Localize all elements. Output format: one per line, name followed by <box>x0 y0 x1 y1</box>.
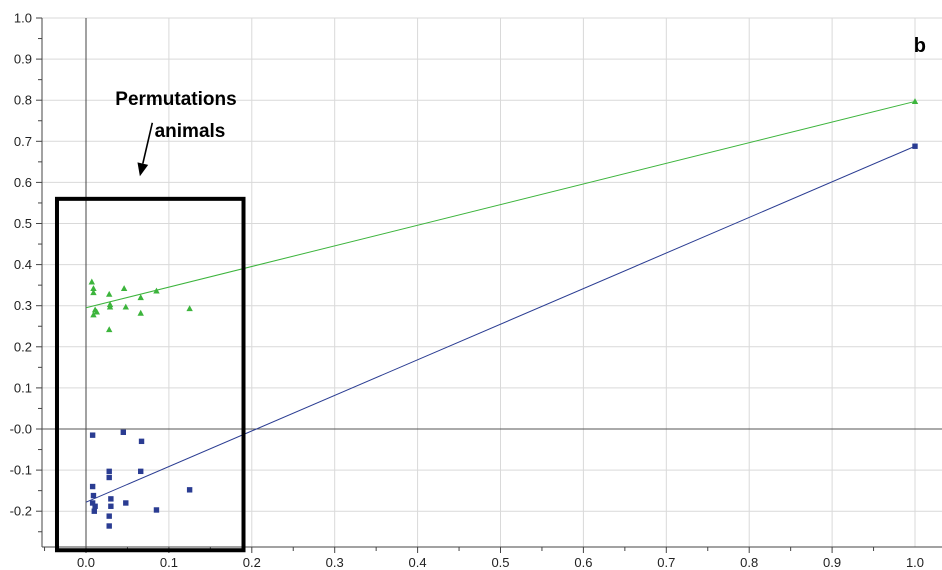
series-0 <box>85 98 919 333</box>
data-point-triangle <box>186 305 193 312</box>
axes <box>36 17 942 553</box>
y-tick-label: 0.3 <box>14 298 32 313</box>
data-point-square <box>89 483 96 490</box>
annotation-line-2: animals <box>155 121 226 142</box>
x-tick-label: 0.0 <box>77 555 95 570</box>
data-point-triangle <box>93 308 100 315</box>
y-tick-label: 0.2 <box>14 339 32 354</box>
data-point-triangle <box>153 287 160 294</box>
data-point-square <box>153 507 160 513</box>
data-point-square <box>106 523 112 529</box>
data-point-square <box>138 438 145 445</box>
data-point-square <box>91 508 97 514</box>
data-point-square <box>120 429 127 435</box>
annotation-line-1: Permutations <box>115 89 236 110</box>
y-tick-label: 1.0 <box>14 11 32 26</box>
y-tick-label: 0.9 <box>14 52 32 67</box>
data-point-square <box>123 500 129 506</box>
data-point-triangle <box>106 290 113 297</box>
data-point-triangle <box>90 285 97 292</box>
data-point-triangle <box>90 311 97 318</box>
data-point-square <box>90 492 97 499</box>
y-tick-label: 0.1 <box>14 380 32 395</box>
data-point-triangle <box>137 294 144 301</box>
data-point-triangle <box>106 303 114 310</box>
x-tick-label: 0.3 <box>326 555 344 570</box>
permutations-box <box>54 196 246 553</box>
y-tick-label: -0.0 <box>10 422 32 437</box>
permutations-annotation: Permutations animals <box>54 89 246 553</box>
y-tick-label: 0.5 <box>14 216 32 231</box>
data-point-square <box>186 487 193 493</box>
series <box>85 98 919 529</box>
x-tick-label: 0.6 <box>574 555 592 570</box>
x-tick-label: 0.1 <box>160 555 178 570</box>
data-point-square <box>106 468 112 475</box>
data-point-square <box>106 474 112 481</box>
tick-labels: 0.0 0.1 0.2 0.3 0.4 0.5 0.6 0.7 0.8 0.9 1.0 1.0 0.9 0… <box>10 11 924 570</box>
y-tick-label: 0.7 <box>14 134 32 149</box>
x-tick-label: 0.7 <box>657 555 675 570</box>
data-point-triangle <box>122 303 129 310</box>
data-point-square <box>89 500 96 506</box>
annotation-arrow-head <box>137 162 149 177</box>
data-point-triangle <box>106 326 113 333</box>
y-tick-label: -0.2 <box>10 504 32 519</box>
regression-line <box>85 145 916 503</box>
data-point-square <box>108 503 114 509</box>
regression-line <box>85 100 916 309</box>
x-tick-label: 0.2 <box>243 555 261 570</box>
y-tick-label: 0.6 <box>14 175 32 190</box>
data-point-square <box>912 143 918 149</box>
data-point-square <box>106 513 112 519</box>
annotation-arrow-shaft <box>142 122 154 164</box>
y-tick-label: 0.4 <box>14 257 32 272</box>
x-tick-label: 1.0 <box>906 555 924 570</box>
data-point-square <box>108 496 114 502</box>
data-point-triangle <box>88 278 96 285</box>
series-1 <box>85 143 918 529</box>
x-tick-label: 0.8 <box>740 555 758 570</box>
data-point-triangle <box>90 289 97 296</box>
y-tick-label: 0.8 <box>14 93 32 108</box>
data-point-triangle <box>120 285 128 292</box>
data-point-triangle <box>911 98 919 105</box>
y-tick-label: -0.1 <box>10 463 32 478</box>
data-point-triangle <box>137 309 144 316</box>
x-tick-label: 0.5 <box>491 555 509 570</box>
data-point-square <box>138 468 144 475</box>
panel-label: b <box>914 35 926 57</box>
data-point-square <box>92 503 98 509</box>
data-point-square <box>89 432 96 438</box>
x-tick-label: 0.4 <box>409 555 427 570</box>
x-tick-label: 0.9 <box>823 555 841 570</box>
